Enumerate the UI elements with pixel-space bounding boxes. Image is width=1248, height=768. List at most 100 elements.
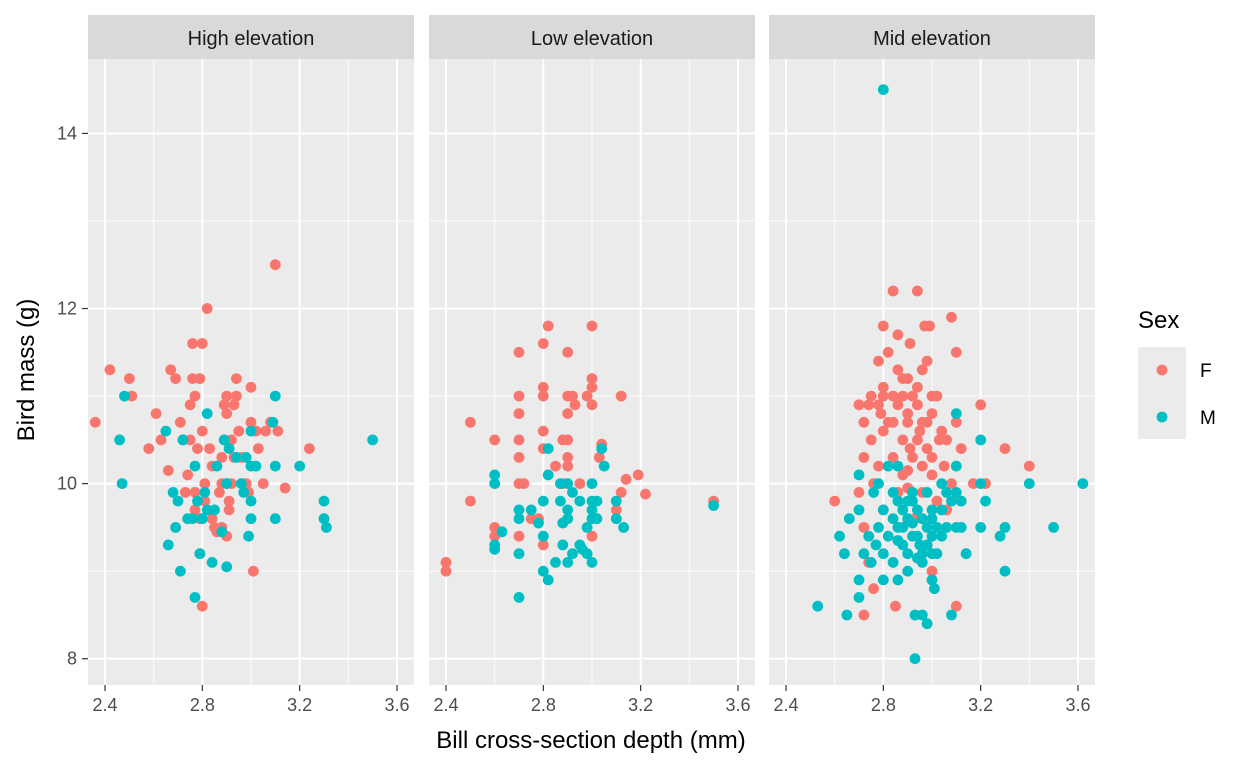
- data-point-f: [955, 443, 967, 454]
- data-point-m: [562, 504, 574, 516]
- facet-panel: Mid elevation 2.4 2.8 3.2 3.6: [769, 15, 1095, 715]
- data-point-f: [887, 285, 899, 297]
- x-tick-label: 3.6: [1065, 695, 1090, 715]
- data-point-m: [1048, 522, 1059, 533]
- data-point-f: [640, 488, 651, 500]
- data-point-f: [873, 399, 884, 411]
- data-point-f: [123, 373, 135, 384]
- data-point-f: [975, 399, 987, 411]
- data-point-m: [318, 495, 330, 507]
- data-point-m: [250, 460, 262, 472]
- data-point-f: [537, 539, 549, 551]
- legend-key-background: [1138, 347, 1186, 439]
- data-point-m: [873, 522, 884, 533]
- data-point-f: [921, 443, 933, 454]
- data-point-f: [892, 399, 904, 411]
- data-point-m: [199, 487, 211, 498]
- data-point-m: [929, 583, 940, 595]
- data-point-f: [179, 487, 191, 498]
- data-point-f: [489, 434, 501, 446]
- data-point-m: [955, 522, 967, 533]
- data-point-f: [223, 504, 235, 516]
- data-point-f: [165, 364, 177, 376]
- data-point-f: [865, 390, 877, 402]
- data-point-m: [839, 548, 850, 560]
- data-point-m: [218, 434, 230, 446]
- data-point-m: [189, 460, 201, 472]
- facet-panels: High elevation 2.4 2.8 3.2 3.6 Low elevation 2…: [88, 15, 1095, 715]
- data-point-f: [155, 434, 167, 446]
- data-point-f: [863, 399, 875, 411]
- data-point-f: [865, 434, 877, 446]
- data-point-f: [196, 338, 208, 349]
- data-point-f: [233, 425, 245, 437]
- data-point-m: [950, 460, 962, 472]
- data-point-m: [994, 530, 1006, 542]
- data-point-f: [562, 346, 574, 358]
- data-point-f: [916, 416, 928, 428]
- data-point-f: [252, 443, 264, 454]
- data-point-f: [231, 390, 242, 402]
- data-point-m: [189, 592, 201, 603]
- data-point-m: [926, 504, 938, 516]
- data-point-m: [513, 548, 525, 560]
- data-point-f: [228, 399, 240, 411]
- data-point-f: [214, 487, 225, 498]
- data-point-m: [926, 513, 938, 525]
- data-point-m: [897, 504, 909, 516]
- data-point-f: [542, 320, 554, 332]
- data-point-f: [858, 416, 870, 428]
- data-point-f: [853, 399, 865, 411]
- data-point-f: [902, 373, 914, 384]
- data-point-f: [89, 416, 101, 428]
- data-point-m: [555, 495, 566, 507]
- data-point-m: [269, 513, 281, 525]
- data-point-f: [562, 460, 574, 472]
- data-point-m: [916, 609, 928, 621]
- data-point-f: [1023, 460, 1035, 472]
- data-point-f: [941, 434, 952, 446]
- data-point-f: [562, 408, 574, 419]
- data-point-m: [909, 653, 921, 665]
- data-point-f: [892, 364, 904, 376]
- data-point-m: [610, 513, 622, 525]
- data-point-m: [367, 434, 378, 446]
- data-point-f: [187, 338, 199, 349]
- data-point-m: [892, 460, 904, 472]
- data-point-f: [537, 390, 549, 402]
- data-point-m: [941, 522, 952, 533]
- data-point-f: [189, 504, 201, 516]
- data-point-m: [513, 504, 525, 516]
- data-point-f: [513, 434, 525, 446]
- data-point-m: [238, 487, 250, 498]
- data-point-m: [269, 460, 281, 472]
- data-point-m: [946, 495, 957, 507]
- data-point-m: [537, 565, 549, 577]
- data-point-m: [946, 609, 957, 621]
- data-point-m: [162, 539, 174, 551]
- data-point-m: [489, 469, 501, 481]
- data-point-m: [902, 495, 914, 507]
- data-point-m: [321, 522, 332, 533]
- data-point-f: [304, 443, 315, 454]
- data-point-f: [902, 408, 914, 419]
- y-tick-label: 8: [67, 649, 77, 669]
- data-point-m: [240, 452, 252, 463]
- facet-strip: [769, 15, 1095, 59]
- data-point-f: [196, 425, 208, 437]
- facet-strip-label: High elevation: [188, 28, 315, 50]
- data-point-m: [877, 574, 889, 586]
- data-point-m: [865, 557, 877, 568]
- data-point-f: [440, 565, 452, 577]
- data-point-f: [218, 399, 230, 411]
- data-point-f: [914, 425, 926, 437]
- data-point-f: [537, 425, 549, 437]
- data-point-f: [632, 469, 644, 481]
- data-point-f: [916, 460, 928, 472]
- x-tick-label: 3.2: [287, 695, 312, 715]
- data-point-m: [533, 517, 544, 529]
- data-point-m: [562, 557, 574, 568]
- data-point-f: [892, 329, 904, 341]
- data-point-m: [907, 517, 918, 529]
- data-point-f: [912, 285, 923, 297]
